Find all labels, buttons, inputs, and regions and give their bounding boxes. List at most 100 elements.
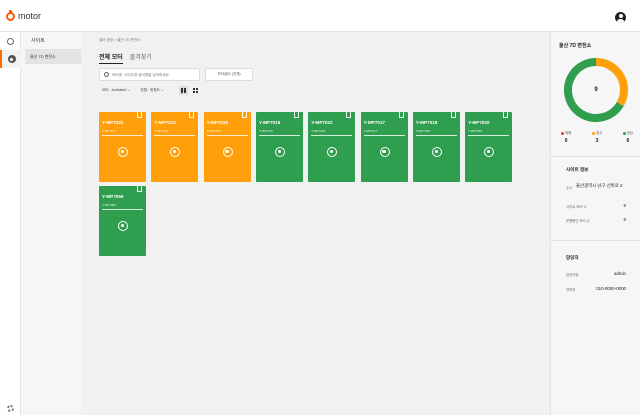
motor-logo-icon [6,9,15,21]
motor-card-name: Y-MP7032 [311,120,333,125]
status-indicator-icon [170,147,181,157]
donut-arc-warning [564,58,628,122]
divider [551,156,640,157]
motor-card-name: Y-MP7022 [154,120,176,125]
legend-normal: 정상 6 [622,130,633,144]
settings-gear-icon[interactable] [7,405,14,412]
legend-danger-label: 위험 [565,131,572,135]
status-indicator-icon [118,221,128,231]
site-address-value: 울산광역시 남구 선박로 2 [576,183,623,188]
manager-name-value: admin [614,271,626,276]
manager-name-row: 담당자명 admin [566,271,626,277]
rail-item-site[interactable] [0,50,21,68]
divider [551,240,640,241]
status-indicator-icon [222,147,233,157]
site-address-label: 주소 [566,186,573,190]
manager-phone-value: 010-0000-0000 [596,286,626,291]
tab-all-motors[interactable]: 전체 모터 [99,52,123,64]
motor-card-subtitle: Y-MP7032 [311,129,326,133]
motor-card-name: Y-MP7066 [102,194,124,199]
motor-card[interactable]: Y-MP7032 Y-MP7032 [308,112,356,182]
status-indicator-icon [274,147,285,157]
running-motor-count-row: 운행중인 모터 수 9 [566,217,626,223]
legend-warning: 경고 3 [591,130,602,144]
bookmark-icon[interactable] [189,112,195,118]
bookmark-icon[interactable] [503,112,509,118]
motor-state-select[interactable]: 모터 : Activated ⌄ [102,88,131,92]
top-bar: motor [0,0,640,32]
column-view-button[interactable] [179,86,188,95]
load-equipment-filter-button[interactable]: 부하설비 (전체) [205,68,253,81]
sidebar-title: 사이트 [31,38,45,44]
site-motor-count-label: 사이트 모터 수 [566,205,587,209]
status-legend: 위험 0 경고 3 정상 6 [561,130,633,144]
bookmark-icon[interactable] [241,112,247,118]
grid-view-button[interactable] [191,86,200,95]
card-divider [102,209,143,210]
motor-card[interactable]: Y-MP7017 Y-MP7017 [360,112,408,182]
bookmark-icon[interactable] [137,186,142,192]
card-divider [206,135,248,136]
tab-favorites[interactable]: 즐겨찾기 [129,55,152,61]
sidebar-item-site[interactable]: 울산 7D 변전소 [25,49,81,64]
bookmark-icon[interactable] [137,112,142,118]
motor-card[interactable]: Y-MP7016 Y-MP7016 [255,112,303,182]
motor-card[interactable]: Y-MP7066 Y-MP7066 [99,186,146,256]
sort-label: 정렬 : 위험도 [140,88,160,92]
motor-card-name: Y-MP7016 [258,120,281,125]
bookmark-icon[interactable] [293,112,299,118]
site-icon [7,55,16,63]
card-divider [154,135,196,136]
breadcrumb: 설비 현장 > 울산 7D 변전소 [99,38,141,42]
motor-state-label: 모터 : Activated [102,88,127,92]
donut-total: 9 [594,87,598,93]
normal-dot-icon [622,131,626,135]
motor-card-subtitle: Y-MP7017 [363,129,378,133]
running-motor-count-value: 9 [623,217,626,222]
motor-card[interactable]: Y-MP7022 Y-MP7022 [151,112,199,182]
filter-selects: 모터 : Activated ⌄ 정렬 : 위험도 ⌄ [102,88,174,93]
manager-title: 담당자 [566,255,579,260]
motor-card-subtitle: Y-MP7021 [102,129,116,133]
sort-select[interactable]: 정렬 : 위험도 ⌄ [140,88,164,92]
motor-card-subtitle: Y-MP7022 [154,129,169,133]
legend-danger: 위험 0 [561,130,571,144]
status-indicator-icon [484,147,495,157]
app-name: motor [18,11,42,21]
bookmark-icon[interactable] [346,112,352,118]
status-donut-chart [564,58,628,122]
motor-card-name: Y-MP7015 [206,120,229,125]
site-summary-panel: 울산 7D 변전소 9 위험 0 경고 3 정상 6 사이트 정보 주소 울산광역시 … [550,32,640,415]
card-divider [415,135,457,136]
bookmark-icon[interactable] [398,112,404,118]
search-icon [104,72,109,77]
motor-card[interactable]: Y-MP7015 Y-MP7015 [203,112,251,182]
motor-card[interactable]: Y-MP7020 Y-MP7020 [465,112,513,182]
view-toggle [179,86,203,95]
user-account-icon[interactable] [615,12,626,23]
rail-item-dashboard[interactable] [0,32,21,50]
search-input[interactable] [112,72,198,77]
icon-rail [0,32,21,415]
status-indicator-icon [327,147,338,157]
motor-card-subtitle: Y-MP7018 [415,129,430,133]
card-divider [468,135,510,136]
app-logo[interactable]: motor [6,9,42,21]
manager-phone-label: 연락처 [566,288,576,292]
running-motor-count-label: 운행중인 모터 수 [566,219,590,223]
card-divider [363,135,405,136]
summary-title: 울산 7D 변전소 [559,43,592,49]
motor-card[interactable]: Y-MP7018 Y-MP7018 [412,112,460,182]
motor-card[interactable]: Y-MP7021 Y-MP7021 [99,112,146,182]
motor-card-name: Y-MP7017 [363,120,385,125]
status-indicator-icon [431,147,442,157]
site-sidebar: 사이트 울산 7D 변전소 [21,32,81,415]
card-divider [258,135,300,136]
tab-bar: 전체 모터 즐겨찾기 [99,52,159,64]
columns-icon [181,88,186,93]
search-box[interactable] [99,68,200,81]
motor-card-subtitle: Y-MP7015 [206,129,221,133]
site-motor-count-row: 사이트 모터 수 9 [566,203,626,209]
motor-card-subtitle: Y-MP7016 [258,129,273,133]
bookmark-icon[interactable] [450,112,456,118]
